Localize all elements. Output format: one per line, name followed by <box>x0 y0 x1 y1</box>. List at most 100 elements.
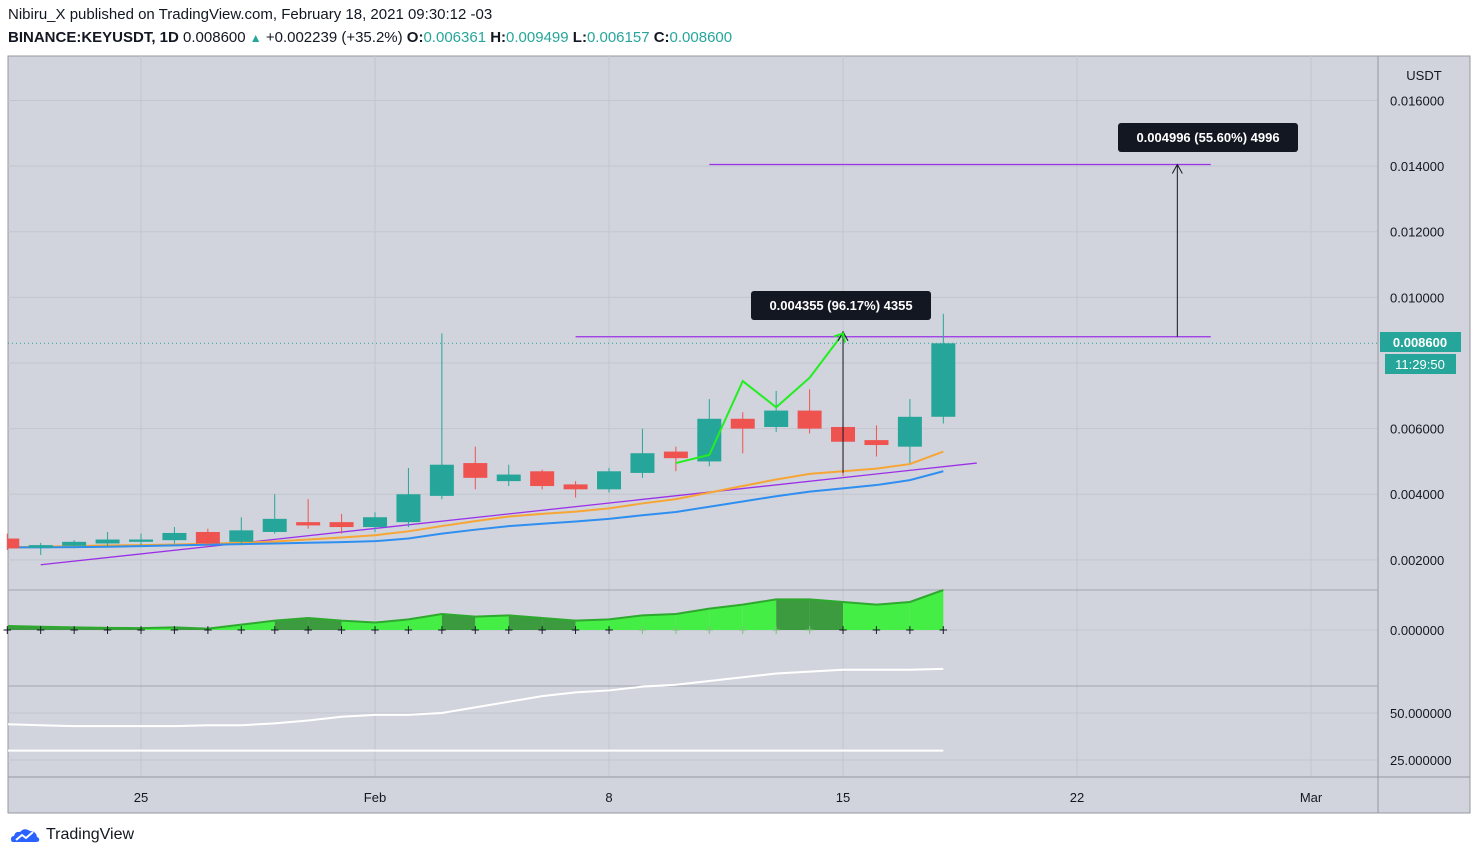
measure-label-1-text: 0.004355 (96.17%) 4355 <box>769 298 912 313</box>
zigzag-pattern[interactable] <box>675 332 844 465</box>
candle <box>730 412 755 454</box>
publisher-line: Nibiru_X published on TradingView.com, F… <box>8 6 493 23</box>
candle <box>897 399 922 464</box>
chart-frame <box>7 55 1471 814</box>
osc-cross-marker: + <box>704 623 714 637</box>
osc-segment <box>642 613 676 630</box>
candle <box>62 540 87 549</box>
osc-segment <box>475 615 509 630</box>
time-tick-label: 22 <box>1070 790 1084 805</box>
osc-cross-marker: + <box>303 623 313 637</box>
time-axis-ticks[interactable]: 25 Feb 8 15 22 Mar <box>134 790 1323 805</box>
osc-zero-tick: 0.000000 <box>1390 623 1444 638</box>
candle <box>563 481 588 498</box>
time-tick-label: 25 <box>134 790 148 805</box>
measure-label-1[interactable]: 0.004355 (96.17%) 4355 <box>751 291 931 320</box>
candle <box>162 527 187 544</box>
candle <box>931 313 956 424</box>
osc-cross-marker: + <box>938 623 948 637</box>
candle-body <box>28 545 53 548</box>
last-price-badge-text: 0.008600 <box>1393 335 1447 350</box>
low-value: 0.006157 <box>586 29 650 46</box>
osc-segment <box>843 601 877 630</box>
osc-cross-marker: + <box>270 623 280 637</box>
candle-body <box>229 530 254 542</box>
osc-segment <box>776 599 810 630</box>
rsi-axis-ticks: 50.000000 25.000000 <box>1390 706 1451 768</box>
candle <box>95 531 120 547</box>
candle <box>764 390 789 432</box>
osc-segment <box>742 599 777 630</box>
osc-cross-marker: + <box>771 623 781 637</box>
osc-cross-marker: + <box>905 623 915 637</box>
candle <box>296 499 321 529</box>
trendlines[interactable] <box>40 163 1211 566</box>
candle <box>496 464 521 487</box>
osc-cross-marker: + <box>36 623 46 637</box>
osc-cross-marker: + <box>2 623 12 637</box>
osc-cross-marker: + <box>203 623 213 637</box>
osc-segment <box>575 619 610 630</box>
close-value: 0.008600 <box>669 29 733 46</box>
oscillator-pane: + + + + + + + + + + + + + + + + + + + + + + + + + + + + + <box>2 589 948 637</box>
osc-cross-marker: + <box>136 623 146 637</box>
candle <box>329 513 354 534</box>
up-triangle-icon: ▲ <box>249 31 262 45</box>
candle <box>597 467 622 493</box>
osc-segment <box>709 604 743 630</box>
osc-cross-marker: + <box>637 623 647 637</box>
countdown-badge: 11:29:50 <box>1385 354 1456 374</box>
osc-cross-marker: + <box>571 623 581 637</box>
candle <box>429 333 454 500</box>
price-axis-ticks[interactable]: 0.016000 0.014000 0.012000 0.010000 0.006000… <box>1390 94 1444 568</box>
candle-body <box>897 416 922 447</box>
candle <box>28 542 53 555</box>
candle <box>363 512 388 532</box>
osc-cross-marker: + <box>871 623 881 637</box>
candle <box>630 428 655 478</box>
grid-lines <box>8 56 1378 777</box>
candle-body <box>8 538 20 549</box>
osc-segment <box>508 615 543 630</box>
candle-body <box>329 522 354 528</box>
osc-cross-marker: + <box>69 623 79 637</box>
open-label: O: <box>406 29 424 46</box>
osc-line <box>7 589 944 630</box>
symbol-name[interactable]: BINANCE:KEYUSDT, 1D <box>8 29 179 46</box>
osc-cross-marker: + <box>604 623 614 637</box>
rsi-tick-label: 50.000000 <box>1390 706 1451 721</box>
candle <box>396 467 421 528</box>
measure-arrows[interactable] <box>837 163 1183 473</box>
measure-label-2[interactable]: 0.004996 (55.60%) 4996 <box>1118 123 1298 152</box>
measure-arrow-head <box>1171 163 1183 174</box>
osc-segment <box>809 599 844 630</box>
open-value: 0.006361 <box>423 29 487 46</box>
rsi-pane <box>7 667 944 752</box>
candle <box>797 389 822 434</box>
price-tick-label: 0.014000 <box>1390 159 1444 174</box>
osc-segment <box>675 608 710 630</box>
countdown-badge-text: 11:29:50 <box>1395 357 1445 372</box>
candle-body <box>463 463 488 478</box>
candle-body <box>797 410 822 429</box>
last-price-badge: 0.008600 <box>1380 332 1461 352</box>
candle-body <box>864 440 889 446</box>
time-tick-label: 15 <box>836 790 850 805</box>
osc-segment <box>876 601 910 630</box>
tradingview-logo[interactable]: TradingView <box>10 826 134 844</box>
rsi-tick-label: 25.000000 <box>1390 753 1451 768</box>
candle-body <box>296 522 321 526</box>
low-label: L: <box>572 29 587 46</box>
osc-cross-marker: + <box>169 623 179 637</box>
price-tick-label: 0.004000 <box>1390 487 1444 502</box>
rsi-line <box>7 667 944 728</box>
currency-label: USDT <box>1406 68 1441 83</box>
trendline[interactable] <box>40 462 977 566</box>
candle <box>530 469 555 490</box>
candle-body <box>396 494 421 523</box>
candle-body <box>496 474 521 482</box>
osc-cross-marker: + <box>236 623 246 637</box>
candle-body <box>597 471 622 490</box>
candle-body <box>429 464 454 496</box>
